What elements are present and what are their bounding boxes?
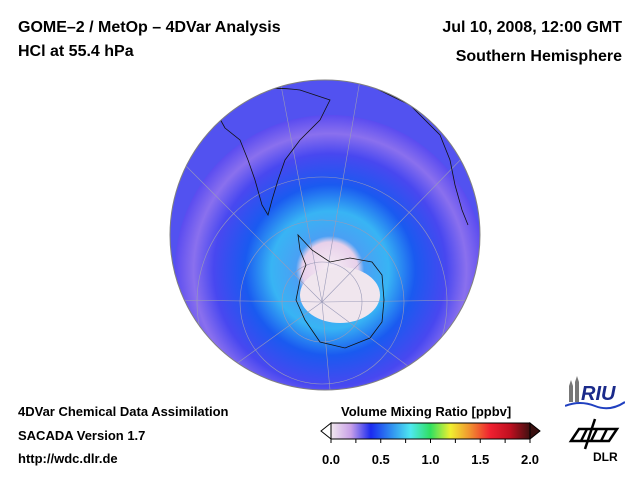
colorbar-tick-label: 1.0 xyxy=(421,452,440,467)
colorbar-tick-label: 0.0 xyxy=(321,452,341,467)
dlr-logo: DLR xyxy=(568,418,620,464)
footer-line-1: 4DVar Chemical Data Assimilation xyxy=(18,404,229,419)
colorbar-max-arrow xyxy=(529,421,541,441)
footer-line-2: SACADA Version 1.7 xyxy=(18,428,146,443)
dlr-text: DLR xyxy=(593,450,618,464)
riu-logo: RIU xyxy=(565,376,625,410)
colorbar-ramp xyxy=(330,422,531,440)
colorbar-tick-label: 2.0 xyxy=(520,452,540,467)
graticule xyxy=(170,80,480,390)
title-line-2: HCl at 55.4 hPa xyxy=(18,43,134,60)
colorbar-title: Volume Mixing Ratio [ppbv] xyxy=(341,404,512,419)
polar-low-region xyxy=(300,267,380,323)
region-label: Southern Hemisphere xyxy=(455,48,622,65)
colorbar-min-arrow xyxy=(320,421,332,441)
footer-link[interactable]: http://wdc.dlr.de xyxy=(18,451,118,466)
colorbar xyxy=(320,421,541,443)
colorbar-tick-label: 1.5 xyxy=(471,452,490,467)
cathedral-icon xyxy=(569,376,579,402)
riu-text: RIU xyxy=(581,383,616,405)
title-line-1: GOME–2 / MetOp – 4DVar Analysis xyxy=(18,19,281,36)
globe-outline xyxy=(169,79,481,391)
river-wave-icon xyxy=(565,401,625,410)
colorbar-tick-label: 0.5 xyxy=(371,452,390,467)
dlr-emblem-icon xyxy=(568,418,620,450)
datetime-label: Jul 10, 2008, 12:00 GMT xyxy=(442,19,622,36)
